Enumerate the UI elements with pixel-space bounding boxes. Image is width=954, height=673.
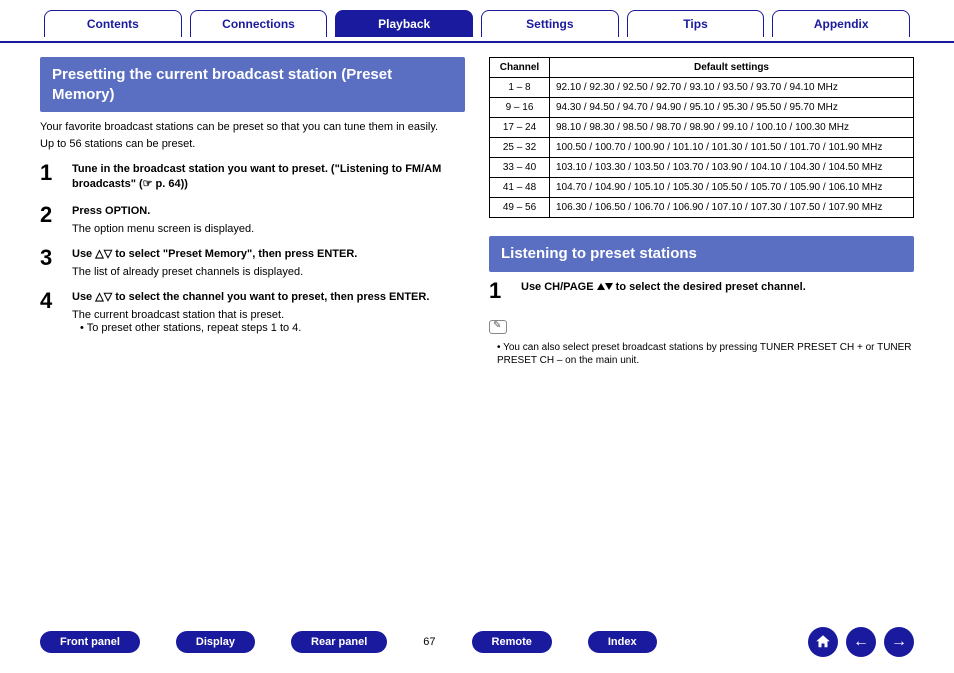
- intro-text-1: Your favorite broadcast stations can be …: [40, 120, 465, 135]
- table-row: 9 – 1694.30 / 94.50 / 94.70 / 94.90 / 95…: [490, 98, 914, 118]
- step-desc: The current broadcast station that is pr…: [72, 308, 465, 323]
- step-desc: The option menu screen is displayed.: [72, 222, 465, 237]
- channel-cell: 9 – 16: [490, 98, 550, 118]
- channel-cell: 1 – 8: [490, 78, 550, 98]
- tab-tips[interactable]: Tips: [627, 10, 765, 37]
- table-row: 17 – 2498.10 / 98.30 / 98.50 / 98.70 / 9…: [490, 118, 914, 138]
- step-title: Tune in the broadcast station you want t…: [72, 162, 465, 192]
- defaults-cell: 100.50 / 100.70 / 100.90 / 101.10 / 101.…: [550, 138, 914, 158]
- rear-panel-button[interactable]: Rear panel: [291, 631, 387, 653]
- tab-connections[interactable]: Connections: [190, 10, 328, 37]
- remote-button[interactable]: Remote: [472, 631, 552, 653]
- step-listen-1: 1 Use CH/PAGE to select the desired pres…: [489, 280, 914, 302]
- tab-playback[interactable]: Playback: [335, 10, 473, 37]
- tab-contents[interactable]: Contents: [44, 10, 182, 37]
- step-title: Use CH/PAGE to select the desired preset…: [521, 280, 914, 295]
- left-column: Presetting the current broadcast station…: [40, 57, 465, 368]
- table-row: 25 – 32100.50 / 100.70 / 100.90 / 101.10…: [490, 138, 914, 158]
- triangle-down-icon: [605, 283, 613, 290]
- prev-page-icon[interactable]: ←: [846, 627, 876, 657]
- tab-appendix[interactable]: Appendix: [772, 10, 910, 37]
- step-number: 1: [489, 280, 521, 302]
- content-area: Presetting the current broadcast station…: [0, 43, 954, 368]
- step: 3Use △▽ to select "Preset Memory", then …: [40, 247, 465, 280]
- defaults-cell: 106.30 / 106.50 / 106.70 / 106.90 / 107.…: [550, 198, 914, 218]
- right-column: Channel Default settings 1 – 892.10 / 92…: [489, 57, 914, 368]
- channel-cell: 49 – 56: [490, 198, 550, 218]
- step-title: Use △▽ to select the channel you want to…: [72, 290, 465, 305]
- preset-memory-header: Presetting the current broadcast station…: [40, 57, 465, 112]
- steps-list: 1Tune in the broadcast station you want …: [40, 162, 465, 335]
- channel-cell: 17 – 24: [490, 118, 550, 138]
- step: 1Tune in the broadcast station you want …: [40, 162, 465, 195]
- defaults-cell: 98.10 / 98.30 / 98.50 / 98.70 / 98.90 / …: [550, 118, 914, 138]
- channel-cell: 33 – 40: [490, 158, 550, 178]
- index-button[interactable]: Index: [588, 631, 657, 653]
- table-header-channel: Channel: [490, 58, 550, 78]
- defaults-cell: 94.30 / 94.50 / 94.70 / 94.90 / 95.10 / …: [550, 98, 914, 118]
- display-button[interactable]: Display: [176, 631, 255, 653]
- step-title: Press OPTION.: [72, 204, 465, 219]
- default-settings-table: Channel Default settings 1 – 892.10 / 92…: [489, 57, 914, 218]
- table-row: 41 – 48104.70 / 104.90 / 105.10 / 105.30…: [490, 178, 914, 198]
- table-header-defaults: Default settings: [550, 58, 914, 78]
- step-number: 2: [40, 204, 72, 237]
- listening-header: Listening to preset stations: [489, 236, 914, 272]
- step-number: 1: [40, 162, 72, 195]
- table-row: 33 – 40103.10 / 103.30 / 103.50 / 103.70…: [490, 158, 914, 178]
- top-tabs: Contents Connections Playback Settings T…: [0, 0, 954, 43]
- step-number: 4: [40, 290, 72, 335]
- note-text: You can also select preset broadcast sta…: [497, 341, 914, 368]
- home-icon[interactable]: [808, 627, 838, 657]
- note-icon: [489, 320, 507, 334]
- channel-cell: 41 – 48: [490, 178, 550, 198]
- step-bullet: To preset other stations, repeat steps 1…: [80, 322, 465, 334]
- table-row: 1 – 892.10 / 92.30 / 92.50 / 92.70 / 93.…: [490, 78, 914, 98]
- step-desc: The list of already preset channels is d…: [72, 265, 465, 280]
- footer: Front panel Display Rear panel 67 Remote…: [40, 627, 914, 657]
- intro-text-2: Up to 56 stations can be preset.: [40, 137, 465, 152]
- table-row: 49 – 56106.30 / 106.50 / 106.70 / 106.90…: [490, 198, 914, 218]
- next-page-icon[interactable]: →: [884, 627, 914, 657]
- defaults-cell: 104.70 / 104.90 / 105.10 / 105.30 / 105.…: [550, 178, 914, 198]
- tab-settings[interactable]: Settings: [481, 10, 619, 37]
- front-panel-button[interactable]: Front panel: [40, 631, 140, 653]
- page-number: 67: [423, 636, 435, 648]
- channel-cell: 25 – 32: [490, 138, 550, 158]
- defaults-cell: 103.10 / 103.30 / 103.50 / 103.70 / 103.…: [550, 158, 914, 178]
- step-number: 3: [40, 247, 72, 280]
- step: 4Use △▽ to select the channel you want t…: [40, 290, 465, 335]
- triangle-up-icon: [597, 283, 605, 290]
- defaults-cell: 92.10 / 92.30 / 92.50 / 92.70 / 93.10 / …: [550, 78, 914, 98]
- step: 2Press OPTION. The option menu screen is …: [40, 204, 465, 237]
- nav-icons: ← →: [808, 627, 914, 657]
- step-title: Use △▽ to select "Preset Memory", then p…: [72, 247, 465, 262]
